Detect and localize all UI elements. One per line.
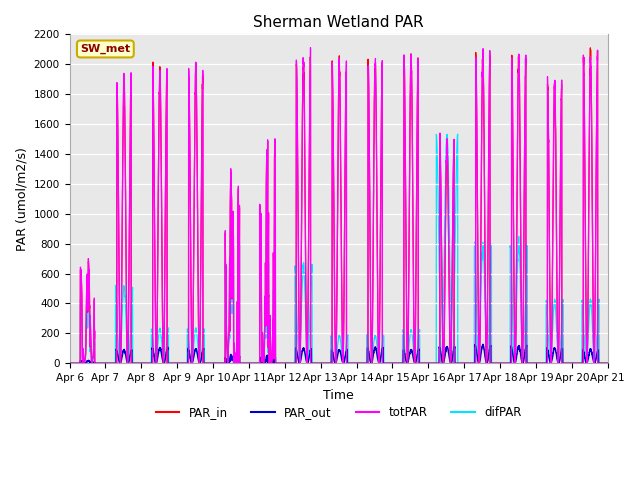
X-axis label: Time: Time — [323, 389, 354, 402]
Legend: PAR_in, PAR_out, totPAR, difPAR: PAR_in, PAR_out, totPAR, difPAR — [151, 401, 527, 423]
Y-axis label: PAR (umol/m2/s): PAR (umol/m2/s) — [15, 147, 28, 251]
Title: Sherman Wetland PAR: Sherman Wetland PAR — [253, 15, 424, 30]
Text: SW_met: SW_met — [80, 44, 131, 54]
